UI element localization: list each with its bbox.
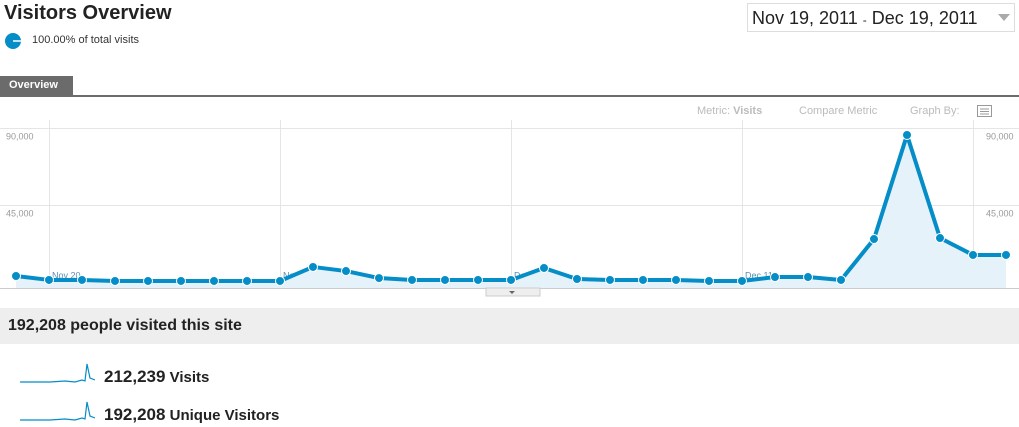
point — [44, 274, 54, 285]
y-tick-label: 90,000 — [6, 131, 34, 141]
point — [209, 275, 219, 286]
metric-label: Metric: — [697, 105, 730, 117]
tab[interactable]: Overview — [0, 76, 73, 95]
date-picker[interactable]: Nov 19, 2011 - Dec 19, 2011 — [747, 3, 1015, 32]
graph-by-icon[interactable] — [977, 105, 992, 117]
date-start: Nov 19, 2011 — [752, 8, 858, 28]
metric-number: 212,239 — [104, 367, 166, 386]
point — [407, 274, 417, 285]
point — [638, 274, 648, 285]
point — [275, 275, 285, 286]
graph-by[interactable]: Graph By: — [910, 105, 960, 117]
scroll-arrow — [509, 291, 515, 294]
metric-name: Visits — [169, 369, 210, 386]
point — [704, 275, 714, 286]
sparkline — [20, 401, 95, 421]
compare-metric[interactable]: Compare Metric — [799, 105, 878, 117]
date-end: Dec 19, 2011 — [871, 8, 978, 28]
point — [143, 275, 153, 286]
point — [242, 275, 252, 286]
point — [506, 274, 516, 285]
y-tick-label: 45,000 — [6, 208, 34, 218]
point — [572, 274, 582, 285]
point — [539, 262, 549, 273]
point — [836, 274, 846, 285]
summary-headline: 192,208 people visited this site — [0, 308, 1019, 344]
date-separator: - — [862, 13, 867, 27]
metric-row: 212,239 Visits — [104, 367, 209, 387]
metric-name: Unique Visitors — [169, 407, 280, 424]
point — [110, 275, 120, 286]
metric-value: Visits — [733, 105, 763, 117]
point — [374, 273, 384, 284]
x-tick-label: Dec 11 — [745, 270, 773, 280]
point — [737, 275, 747, 286]
area — [16, 135, 1006, 288]
point — [671, 274, 681, 285]
point — [770, 272, 780, 283]
y-tick-label: 45,000 — [986, 208, 1014, 218]
point — [77, 274, 87, 285]
y-tick-label: 90,000 — [986, 131, 1014, 141]
point — [440, 274, 450, 285]
point — [935, 233, 945, 244]
segment-icon — [5, 33, 21, 49]
point — [605, 274, 615, 285]
metric-selector[interactable]: Metric: Visits — [697, 105, 762, 117]
point — [1001, 249, 1011, 260]
point — [968, 249, 978, 260]
point — [803, 272, 813, 283]
point — [308, 261, 318, 272]
metric-row: 192,208 Unique Visitors — [104, 405, 279, 425]
point — [176, 275, 186, 286]
point — [902, 130, 912, 141]
metric-number: 192,208 — [104, 405, 166, 424]
point — [473, 274, 483, 285]
segment-label[interactable]: 100.00% of total visits — [32, 34, 140, 46]
page-title: Visitors Overview — [4, 2, 172, 24]
sparkline — [20, 363, 95, 383]
point — [869, 234, 879, 245]
dropdown-arrow — [998, 14, 1010, 21]
tab-rule — [0, 95, 1019, 97]
point — [341, 266, 351, 277]
x-tick-label: Nov 20 — [52, 270, 81, 280]
point — [11, 271, 21, 282]
